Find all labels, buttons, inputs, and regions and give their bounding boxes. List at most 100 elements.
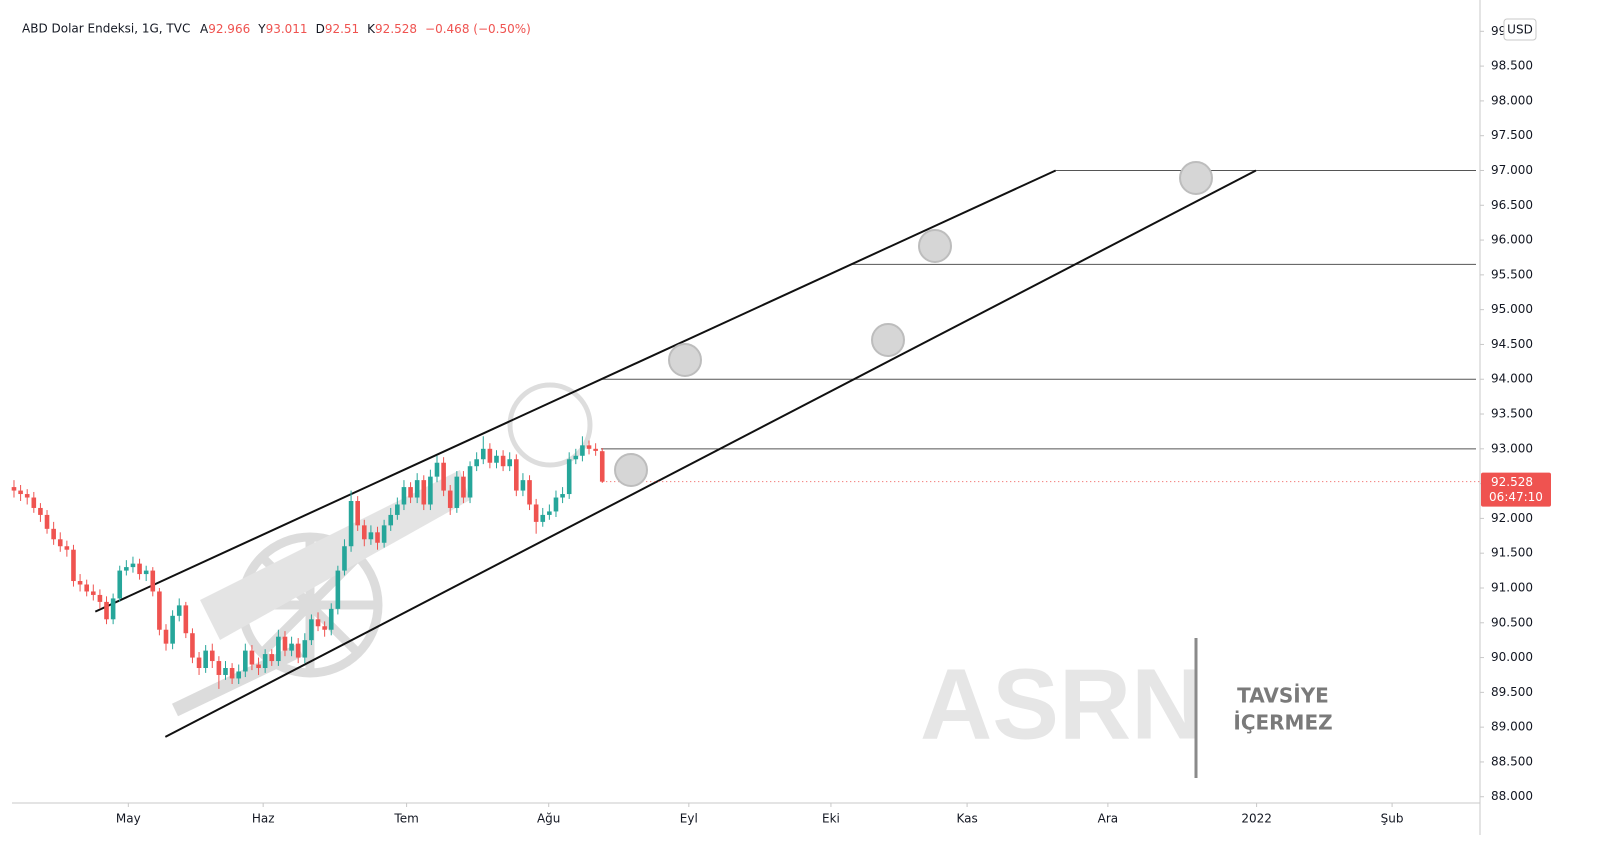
candle-body [514,459,519,491]
candle-body [203,650,208,669]
y-tick-label: 90.000 [1491,650,1533,664]
candle-body [262,654,268,669]
x-tick-label: Ara [1098,812,1119,826]
candle-body [447,490,453,508]
price-label: 92.528 [1491,475,1533,489]
candle-body [375,532,380,543]
x-tick-label: 2022 [1241,812,1272,826]
candle-body [110,598,116,620]
candle-body [309,619,314,641]
candle-body [38,507,43,515]
candle-body [494,455,499,463]
candle-body [31,497,37,508]
y-tick-label: 97.500 [1491,128,1533,142]
candle-body [335,570,341,609]
y-tick-label: 93.500 [1491,407,1533,421]
y-tick-label: 88.000 [1491,789,1533,803]
candle-body [388,514,394,526]
y-tick-label: 97.000 [1491,163,1533,177]
candle-body [500,455,506,467]
candle-body [467,466,473,498]
candle-body [599,451,605,482]
candle-body [580,445,585,456]
y-tick-label: 95.000 [1491,302,1533,316]
plot-area [11,169,1480,738]
candle-body [547,511,552,515]
candle-body [256,664,261,669]
candle-body [18,490,23,495]
trend-line [94,169,1057,613]
currency: USD [1507,23,1533,37]
candle-body [507,459,513,467]
ohlc-header: A92.966 Y93.011 D92.51 K92.528 −0.468 (−0.50… [200,22,531,36]
candle-body [130,563,136,568]
candle-body [137,563,142,575]
candle-body [361,525,367,540]
candle-body [441,462,446,491]
x-tick-label: Ağu [537,812,560,826]
x-tick-label: May [116,812,141,826]
ohlc-value: 92.966 [208,22,250,36]
disclaimer: TAVSİYE [1237,684,1329,708]
candle-body [170,615,175,644]
candle-body [196,657,202,669]
candle-body [421,480,427,505]
candle-body [276,636,281,662]
candle-body [395,504,400,515]
currency-badge [1503,18,1537,41]
y-tick-label: 94.500 [1491,337,1533,351]
y-tick-label: 89.500 [1491,685,1533,699]
candle-body [408,487,413,498]
candle-body [414,480,420,498]
candle-body [381,525,387,543]
candle-body [143,570,149,575]
candle-body [71,549,76,582]
disclaimer: İÇERMEZ [1233,711,1332,735]
candle-body [302,640,308,658]
x-tick-label: Haz [252,812,275,826]
candle-body [216,661,222,675]
candle-body [480,448,486,460]
candle-body [553,497,559,512]
ohlc-value: 92.51 [325,22,359,36]
x-tick-label: Kas [956,812,977,826]
annotation-circles [614,161,1213,487]
candle-body [560,494,565,498]
candle-body [176,605,182,616]
candle-body [24,494,30,498]
candle-body [11,487,17,491]
y-tick-label: 98.500 [1491,59,1533,73]
candle-body [328,608,334,630]
y-tick-label: 95.500 [1491,267,1533,281]
y-tick-label: 89.000 [1491,720,1533,734]
candle-body [64,546,70,550]
candle-body [57,539,63,547]
candle-body [461,476,466,498]
candle-body [428,476,433,505]
y-tick-label: 93.000 [1491,441,1533,455]
candle-body [229,668,235,679]
y-tick-label: 96.500 [1491,198,1533,212]
candle-body [51,528,56,540]
candle-body [295,643,301,658]
candle-body [157,591,162,630]
candle-body [90,591,96,595]
candle-body [533,504,539,522]
x-tick-label: Eki [822,812,840,826]
candle-body [342,546,347,571]
candle-body [117,570,123,599]
candle-body [269,654,275,662]
candle-body [401,487,407,505]
x-tick-label: Eyl [680,812,698,826]
countdown: 06:47:10 [1489,490,1543,504]
candle-body [282,636,288,651]
candle-body [44,514,50,529]
candle-body [97,594,103,602]
candle-body [289,643,294,651]
y-tick-label: 90.500 [1491,615,1533,629]
y-tick-label: 91.500 [1491,546,1533,560]
candle-body [163,629,169,644]
ohlc-value: 93.011 [266,22,308,36]
